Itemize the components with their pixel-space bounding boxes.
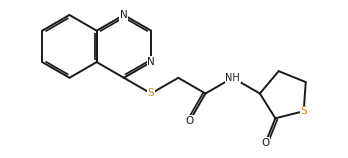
Text: N: N	[120, 10, 128, 20]
Text: O: O	[185, 116, 194, 126]
Text: NH: NH	[225, 73, 240, 83]
Text: S: S	[148, 88, 155, 98]
Text: O: O	[261, 138, 269, 148]
Text: N: N	[147, 57, 155, 67]
Text: S: S	[300, 106, 307, 116]
